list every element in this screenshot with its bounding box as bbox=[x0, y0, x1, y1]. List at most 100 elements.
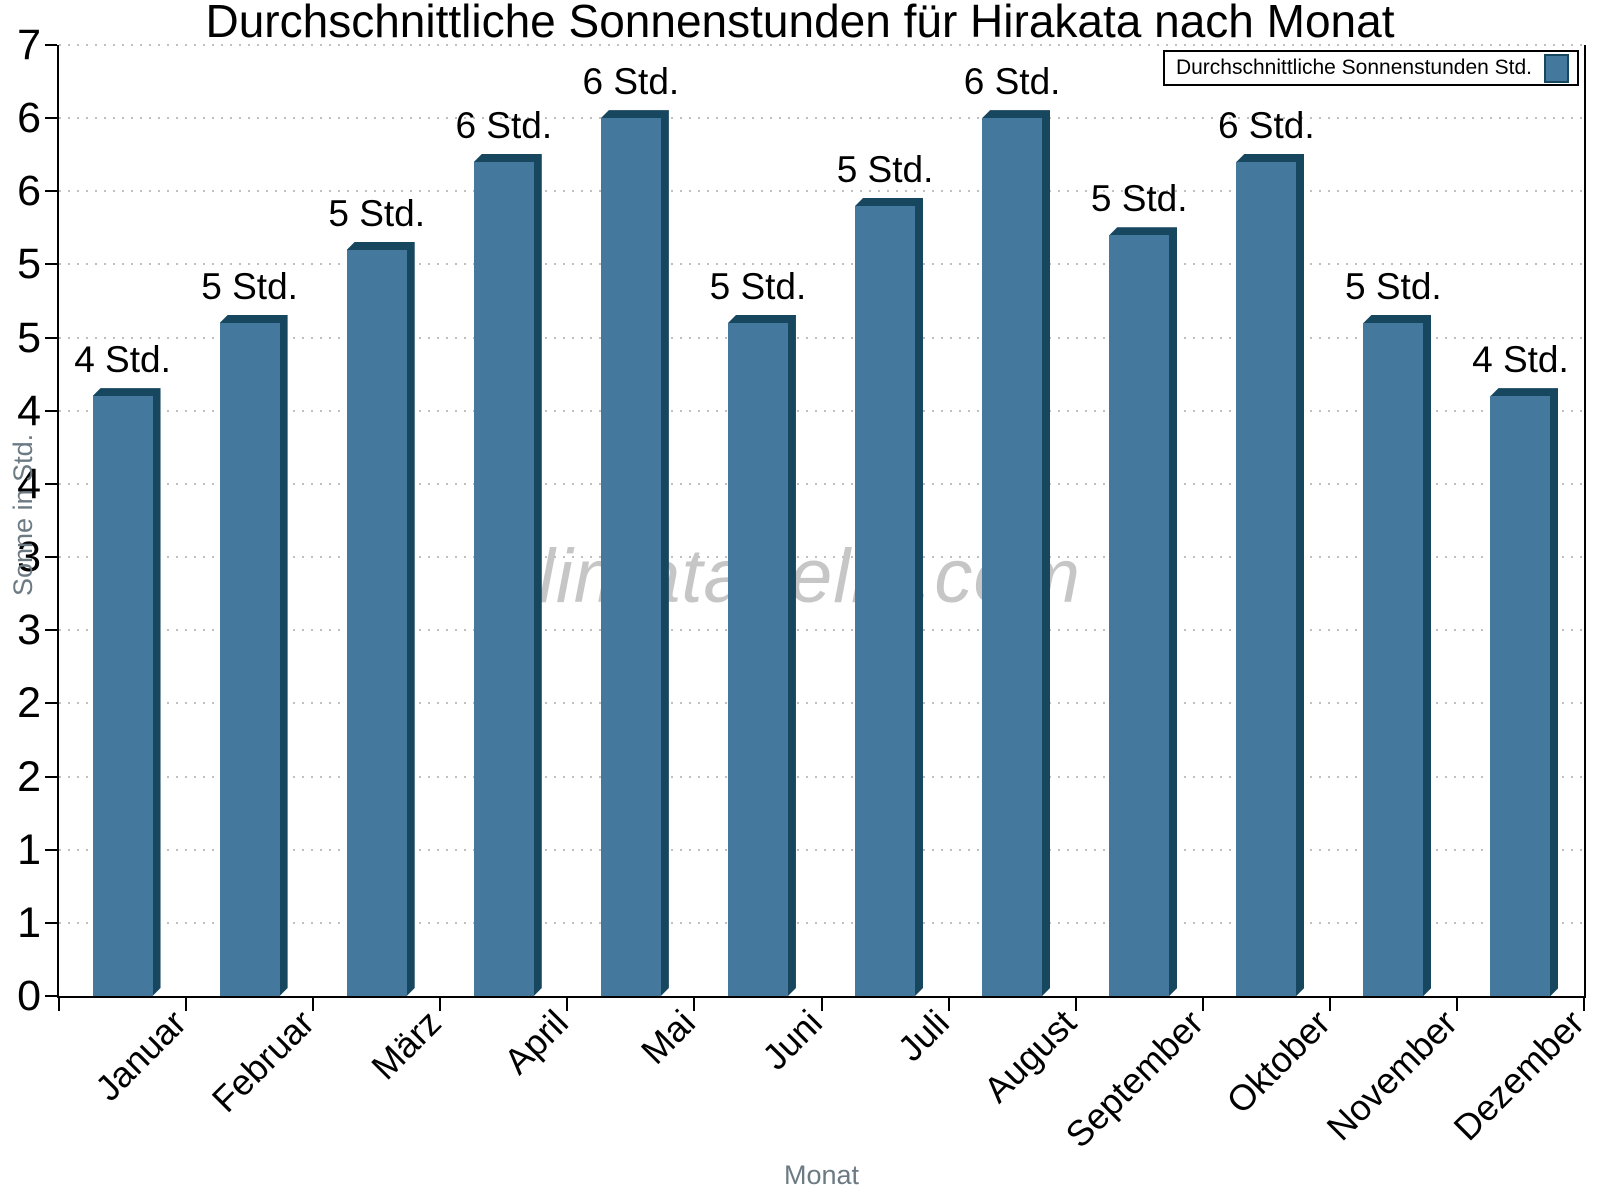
y-tick-label: 5 bbox=[17, 240, 41, 289]
bar-oktober bbox=[1236, 154, 1304, 996]
bar-mai bbox=[600, 110, 669, 996]
bar-front-face bbox=[1236, 162, 1297, 996]
x-axis-tick bbox=[693, 998, 696, 1011]
y-axis-tick bbox=[45, 336, 57, 339]
x-axis-tick bbox=[58, 998, 60, 1011]
x-axis-tick bbox=[1074, 998, 1077, 1011]
gridline bbox=[59, 336, 1584, 339]
x-tick-label: April bbox=[495, 1001, 576, 1082]
bar-januar bbox=[92, 388, 161, 996]
bar-value-label: 4 Std. bbox=[1472, 339, 1569, 381]
x-tick-label: Oktober bbox=[1218, 1001, 1339, 1122]
x-axis-tick bbox=[312, 998, 315, 1011]
x-tick-label: Mai bbox=[632, 1001, 703, 1072]
bar-front-face bbox=[346, 249, 407, 996]
x-axis-tick bbox=[1328, 998, 1331, 1011]
y-axis-tick bbox=[45, 117, 57, 120]
y-tick-label: 6 bbox=[17, 167, 41, 216]
y-tick-label: 2 bbox=[17, 679, 41, 728]
bar-front-face bbox=[982, 118, 1043, 996]
bar-value-label: 6 Std. bbox=[1217, 105, 1315, 147]
bar-juli bbox=[855, 198, 923, 996]
bar-front-face bbox=[1109, 235, 1170, 996]
bar-value-label: 6 Std. bbox=[963, 61, 1061, 103]
x-tick-label: Juni bbox=[754, 1001, 830, 1078]
chart-title: Durchschnittliche Sonnenstunden für Hira… bbox=[205, 0, 1395, 47]
y-axis-tick bbox=[45, 482, 57, 485]
bar-value-label: 5 Std. bbox=[328, 192, 426, 234]
x-axis-line bbox=[57, 996, 1586, 998]
x-tick-label: März bbox=[363, 1001, 449, 1088]
y-axis-tick bbox=[45, 44, 57, 46]
x-tick-label: November bbox=[1318, 1001, 1466, 1149]
x-tick-label: September bbox=[1057, 1001, 1212, 1156]
gridline bbox=[59, 848, 1584, 851]
x-tick-label: Januar bbox=[87, 1001, 195, 1109]
bar-front-face bbox=[1490, 396, 1551, 996]
x-axis-title: Monat bbox=[783, 1160, 860, 1190]
y-axis-tick bbox=[45, 556, 57, 559]
bar-value-label: 6 Std. bbox=[455, 105, 553, 147]
y-axis-tick bbox=[45, 702, 57, 705]
x-tick-label: Juli bbox=[889, 1001, 957, 1070]
y-axis-tick bbox=[45, 409, 57, 412]
bar-april bbox=[473, 154, 542, 996]
x-tick-label: Dezember bbox=[1445, 1001, 1593, 1149]
x-axis-tick bbox=[185, 998, 188, 1011]
bar-front-face bbox=[92, 396, 153, 996]
gridline bbox=[59, 409, 1584, 412]
y-axis-title: Sonne in Std. bbox=[8, 433, 38, 596]
y-tick-label: 5 bbox=[17, 313, 41, 362]
x-axis-tick bbox=[820, 998, 823, 1011]
y-tick-label: 3 bbox=[17, 606, 41, 655]
y-tick-label: 1 bbox=[17, 898, 41, 947]
bar-august bbox=[982, 110, 1050, 996]
y-tick-label: 1 bbox=[17, 825, 41, 874]
y-axis-tick bbox=[45, 190, 57, 193]
bar-front-face bbox=[1363, 322, 1424, 996]
bar-value-label: 5 Std. bbox=[1090, 178, 1188, 220]
y-axis-tick bbox=[45, 848, 57, 851]
bar-front-face bbox=[219, 322, 280, 996]
y-axis-line bbox=[57, 45, 59, 998]
bar-november bbox=[1363, 315, 1431, 996]
y-tick-label: 2 bbox=[17, 752, 41, 801]
y-tick-label: 3 bbox=[17, 533, 41, 582]
bar-front-face bbox=[600, 118, 661, 996]
x-axis-tick bbox=[947, 998, 950, 1011]
bar-front-face bbox=[727, 322, 788, 996]
gridline bbox=[59, 775, 1584, 778]
legend-label: Durchschnittliche Sonnenstunden Std. bbox=[1175, 56, 1532, 79]
bar-value-label: 6 Std. bbox=[582, 61, 680, 103]
x-tick-label: August bbox=[975, 1001, 1084, 1111]
y-axis-tick bbox=[45, 629, 57, 632]
x-axis-tick bbox=[1583, 998, 1585, 1011]
legend: Durchschnittliche Sonnenstunden Std. bbox=[1163, 50, 1579, 86]
bar-juni bbox=[727, 315, 796, 996]
y-tick-label: 4 bbox=[17, 459, 41, 508]
y-axis-tick bbox=[45, 775, 57, 778]
plot-right-border bbox=[1584, 45, 1586, 998]
y-axis-tick bbox=[45, 995, 57, 997]
bar-märz bbox=[346, 242, 415, 996]
gridline bbox=[59, 117, 1584, 120]
gridline bbox=[59, 263, 1584, 266]
y-axis-tick bbox=[45, 921, 57, 924]
gridline bbox=[59, 44, 1584, 46]
y-tick-label: 4 bbox=[17, 386, 41, 435]
bar-value-label: 5 Std. bbox=[201, 265, 298, 307]
gridline bbox=[59, 482, 1584, 485]
gridline bbox=[59, 702, 1584, 705]
x-axis-tick bbox=[1455, 998, 1458, 1011]
x-axis-tick bbox=[566, 998, 569, 1011]
bar-value-label: 5 Std. bbox=[709, 265, 807, 307]
y-axis-tick bbox=[45, 263, 57, 266]
gridline bbox=[59, 190, 1584, 193]
y-tick-label: 7 bbox=[17, 21, 41, 69]
bar-front-face bbox=[855, 205, 916, 996]
bar-value-label: 4 Std. bbox=[74, 339, 171, 381]
y-tick-label: 6 bbox=[17, 94, 41, 143]
bar-februar bbox=[219, 315, 288, 996]
